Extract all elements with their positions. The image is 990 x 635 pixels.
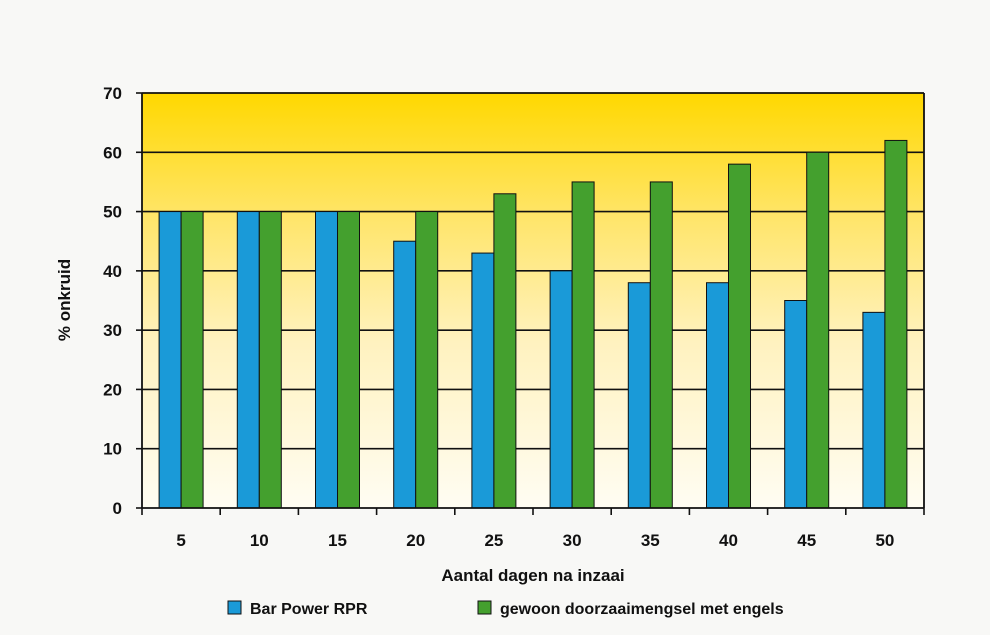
y-axis-title: % onkruid	[55, 259, 74, 341]
legend-swatch	[477, 600, 492, 615]
legend-label: gewoon doorzaaimengsel met engels	[500, 601, 784, 618]
bar-series1	[549, 270, 573, 509]
bar-series2	[415, 211, 439, 509]
bar-series2	[337, 211, 360, 509]
axes: 0 10 20 30 40 50 60 70 5 10 15 20 25 30 35 40 45 50	[103, 84, 925, 550]
y-tick-label: 20	[103, 380, 122, 399]
legend: Bar Power RPR gewoon doorzaaimengsel met …	[227, 600, 784, 618]
y-tick-label: 0	[113, 499, 122, 518]
y-tick-label: 30	[103, 321, 122, 340]
bar-series1	[393, 240, 417, 509]
x-tick-label: 10	[250, 531, 269, 550]
x-tick-label: 5	[176, 531, 185, 550]
bar-series1	[627, 282, 651, 509]
bar-series1	[471, 252, 495, 509]
bar-series2	[493, 193, 517, 509]
y-tick-label: 50	[103, 203, 122, 222]
bar-series2	[806, 151, 830, 509]
bar-series1	[236, 211, 260, 509]
x-tick-label: 30	[563, 531, 582, 550]
y-tick-label: 40	[103, 262, 122, 281]
bar-series2	[571, 181, 595, 509]
bar-series1	[706, 282, 729, 509]
bar-series2	[258, 211, 282, 509]
bars	[158, 139, 908, 509]
x-tick-label: 20	[406, 531, 425, 550]
x-tick-label: 25	[484, 531, 503, 550]
y-tick-label: 60	[103, 143, 122, 162]
y-tick-label: 10	[103, 440, 122, 459]
x-axis-title: Aantal dagen na inzaai	[441, 566, 624, 585]
legend-label: Bar Power RPR	[250, 601, 368, 618]
bar-series2	[728, 163, 751, 509]
x-tick-label: 40	[719, 531, 738, 550]
bar-series2	[884, 139, 908, 509]
bar-series1	[315, 211, 338, 509]
bar-series2	[180, 211, 204, 509]
bar-series1	[158, 211, 182, 509]
bar-series1	[862, 311, 886, 509]
bar-series2	[649, 181, 673, 509]
x-tick-label: 50	[875, 531, 894, 550]
y-tick-label: 70	[103, 84, 122, 103]
legend-swatch	[227, 600, 242, 615]
x-tick-label: 15	[328, 531, 347, 550]
bar-series1	[784, 300, 808, 509]
x-tick-label: 35	[641, 531, 660, 550]
x-tick-label: 45	[797, 531, 816, 550]
